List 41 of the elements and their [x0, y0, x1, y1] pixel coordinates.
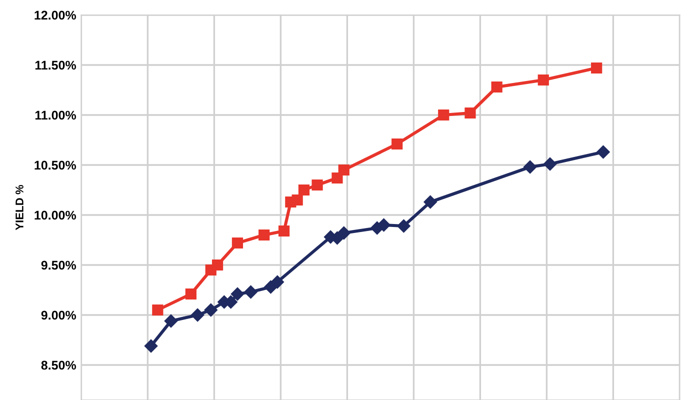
y-tick-label: 8.50%	[41, 360, 76, 370]
point	[491, 81, 502, 93]
point	[190, 308, 204, 322]
point	[144, 339, 158, 353]
y-tick-label: 9.50%	[41, 260, 76, 270]
point	[232, 237, 244, 249]
point	[152, 304, 164, 316]
point	[337, 226, 350, 240]
y-tick-label: 11.50%	[35, 60, 76, 70]
point	[164, 314, 178, 328]
point	[392, 138, 403, 150]
y-tick-label: 10.00%	[34, 210, 76, 220]
point	[298, 184, 310, 196]
point	[464, 107, 476, 119]
point	[264, 280, 278, 294]
point	[332, 172, 343, 184]
point	[212, 259, 224, 271]
point	[543, 157, 557, 171]
point	[270, 275, 284, 289]
point	[230, 287, 244, 301]
point	[523, 160, 537, 174]
y-axis-title: YIELD %	[16, 184, 24, 230]
y-tick-label: 9.00%	[41, 310, 76, 320]
point	[312, 179, 323, 191]
point	[185, 288, 196, 300]
point	[397, 219, 410, 233]
point	[591, 62, 602, 74]
point	[258, 229, 270, 241]
point	[424, 195, 437, 209]
point	[338, 164, 350, 176]
point	[278, 225, 290, 237]
y-tick-label: 11.00%	[35, 110, 76, 120]
point	[538, 74, 549, 86]
point	[204, 303, 218, 317]
point	[596, 145, 610, 159]
point	[292, 194, 303, 206]
point	[244, 285, 258, 299]
y-tick-label: 10.50%	[34, 160, 76, 170]
y-tick-label: 12.00%	[34, 10, 76, 20]
point	[377, 218, 390, 232]
point	[438, 109, 450, 121]
